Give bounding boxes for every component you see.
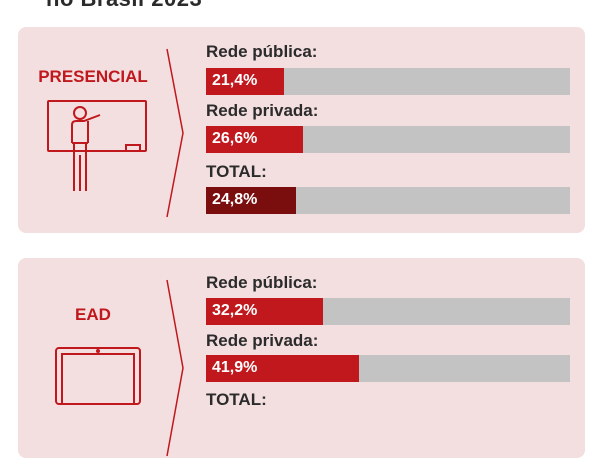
section-ead: EAD Rede pública: 32,2% Rede privada: 41…: [18, 258, 585, 458]
laptop-icon: [55, 347, 141, 405]
bar-track: 26,6%: [206, 126, 570, 153]
data-label-presencial-privada: 26,6%: [212, 130, 258, 147]
section-label-ead: EAD: [75, 305, 111, 324]
bar-presencial-privada: [206, 126, 303, 153]
bar-ead-privada: [206, 355, 359, 382]
teacher-at-board-icon: [47, 100, 147, 191]
bar-track: 21,4%: [206, 68, 570, 95]
row-label-presencial-publica: Rede pública:: [206, 42, 318, 61]
row-label-ead-total: TOTAL:: [206, 390, 267, 409]
bar-track: 41,9%: [206, 355, 570, 382]
chevron-divider: [166, 279, 184, 457]
data-label-presencial-total: 24,8%: [212, 191, 258, 208]
page-title: no Brasil 2023: [46, 0, 202, 12]
bar-presencial-total: [206, 187, 297, 214]
section-presencial: PRESENCIAL Rede pública: 21,4% Rede priv…: [18, 27, 585, 233]
row-label-presencial-total: TOTAL:: [206, 162, 267, 181]
data-label-ead-publica: 32,2%: [212, 302, 258, 319]
bar-presencial-publica: [206, 68, 284, 95]
row-label-ead-publica: Rede pública:: [206, 273, 318, 292]
row-label-presencial-privada: Rede privada:: [206, 101, 319, 120]
data-label-presencial-publica: 21,4%: [212, 72, 258, 89]
section-label-presencial: PRESENCIAL: [38, 67, 148, 86]
row-label-ead-privada: Rede privada:: [206, 331, 319, 350]
bar-track: 24,8%: [206, 187, 570, 214]
chevron-divider: [166, 48, 184, 218]
bar-ead-publica: [206, 298, 324, 325]
data-label-ead-privada: 41,9%: [212, 359, 258, 376]
bar-track: 32,2%: [206, 298, 570, 325]
